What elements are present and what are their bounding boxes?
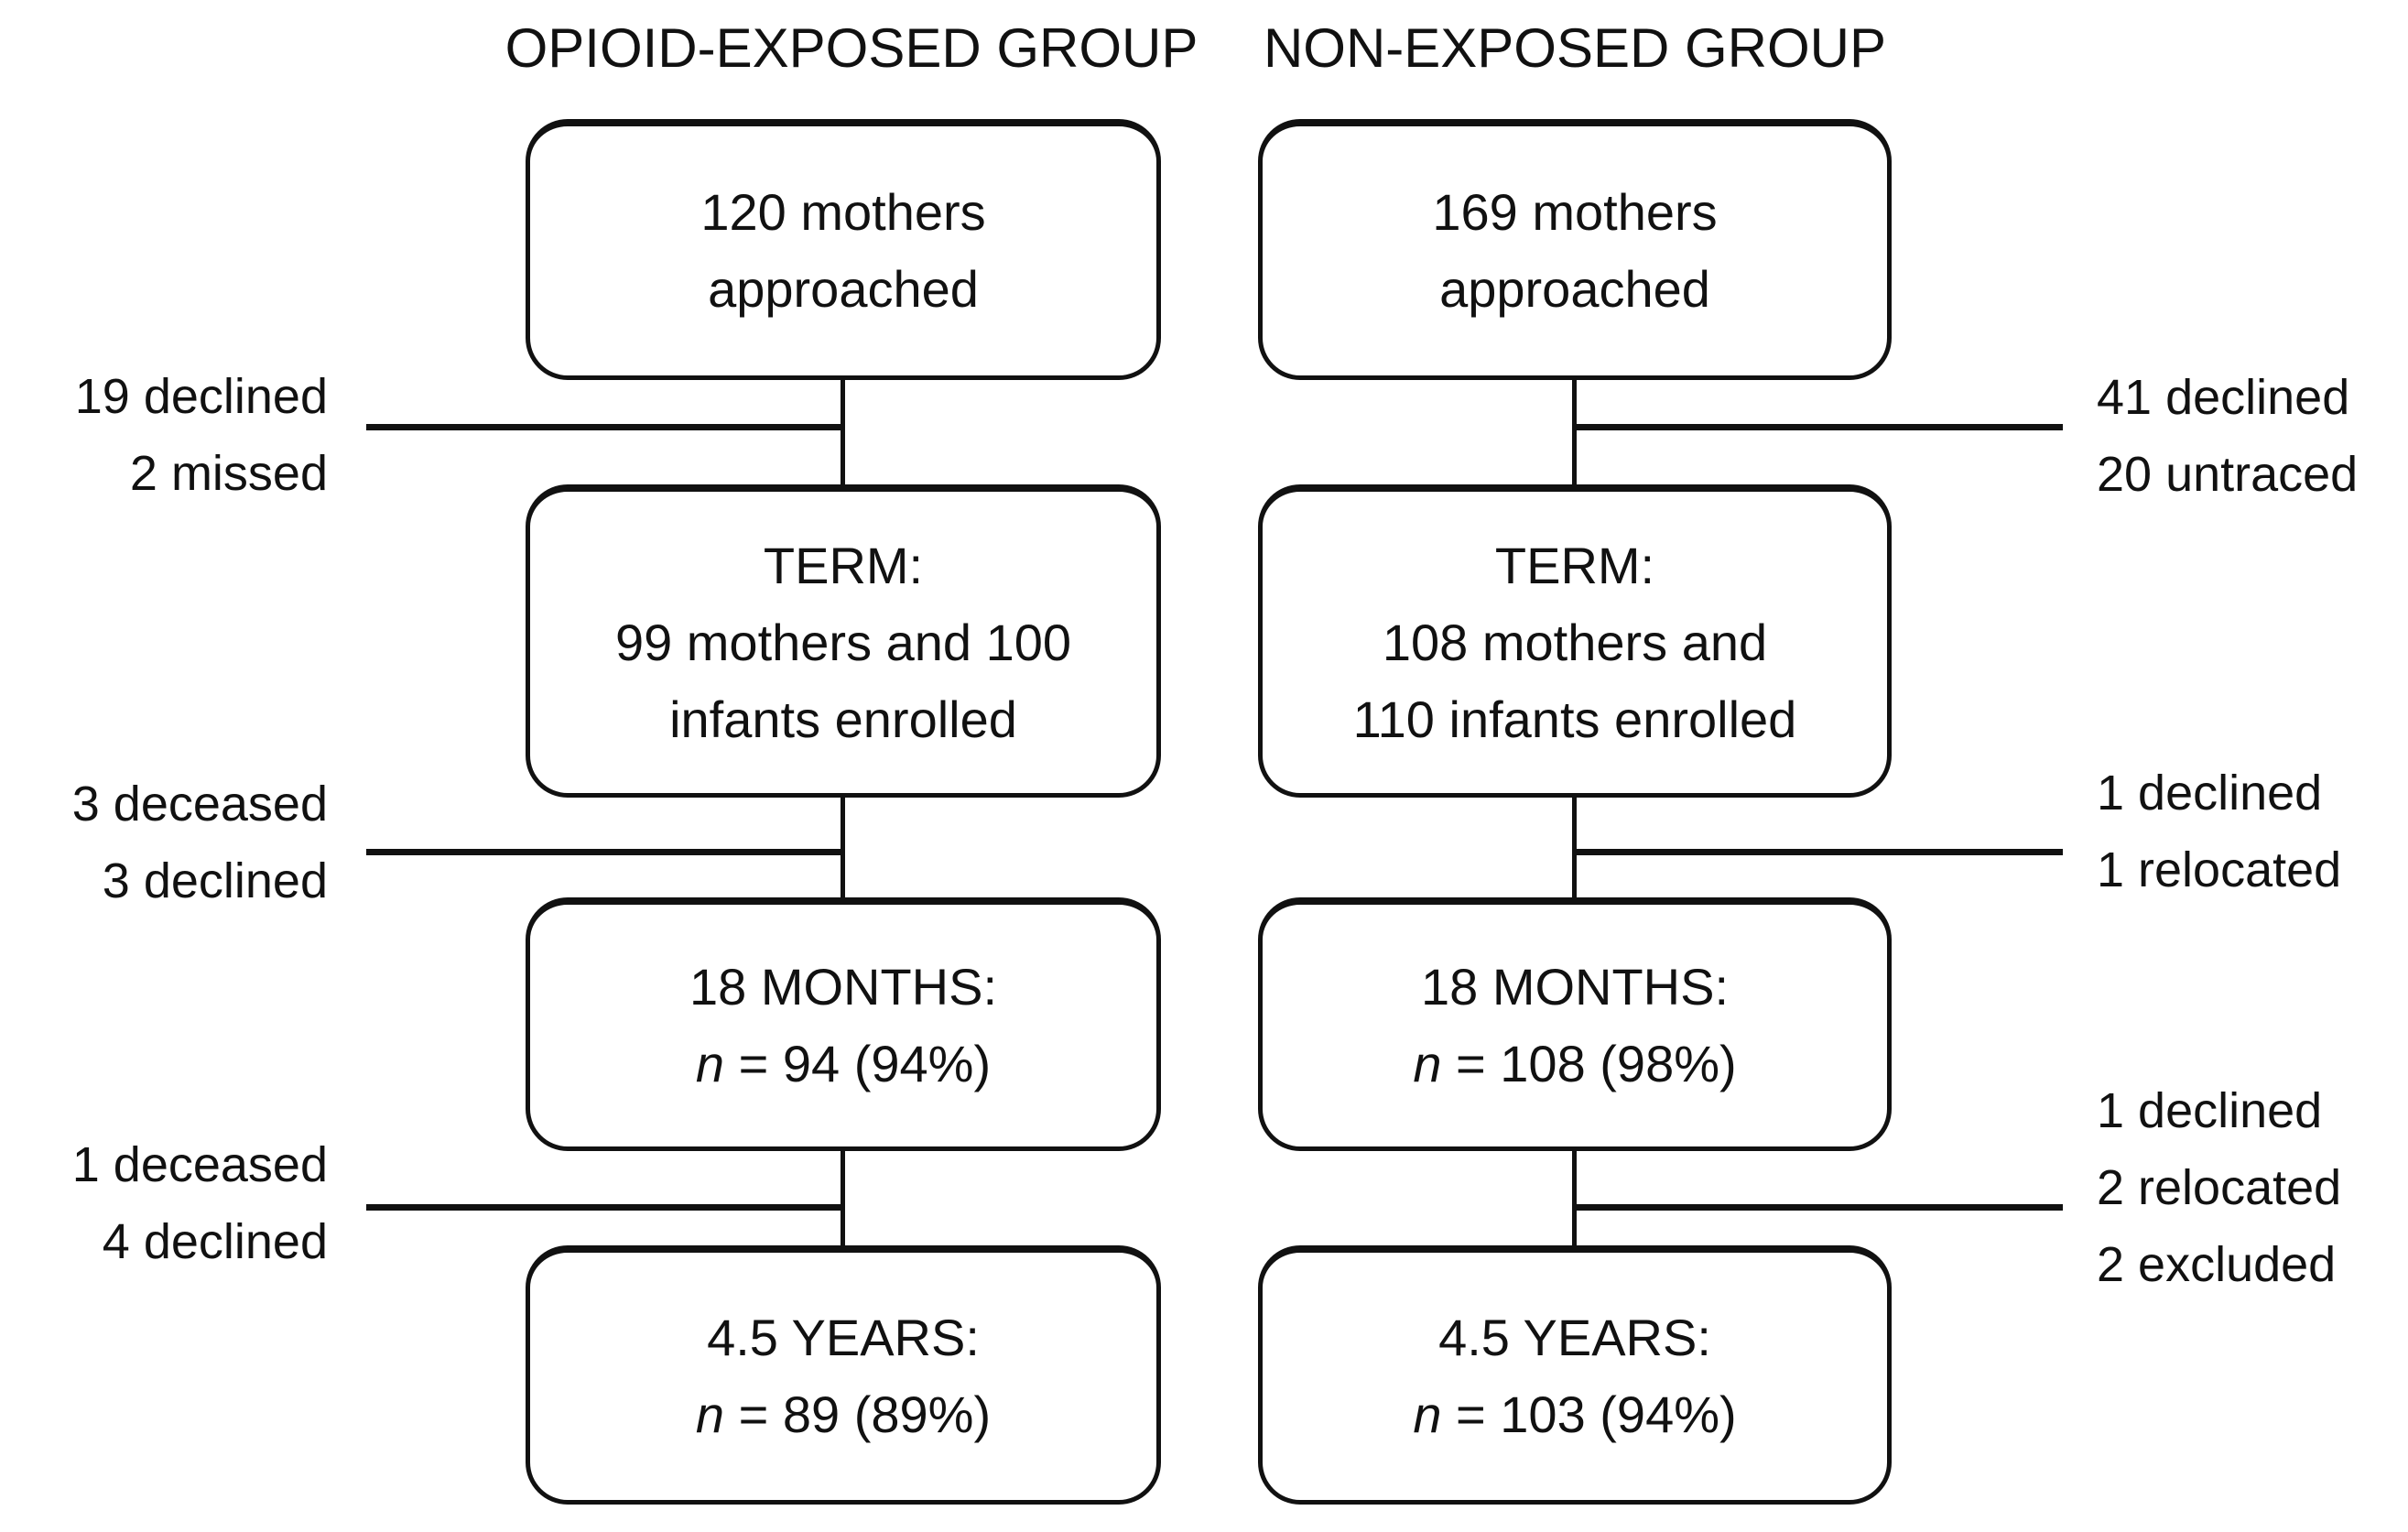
opioid-connector-3 — [841, 1148, 845, 1248]
opioid-dropout-note-1: 19 declined 2 missed — [0, 358, 328, 512]
dropout-note-line: 2 relocated — [2097, 1160, 2342, 1215]
n-symbol: n — [695, 1035, 725, 1092]
opioid-dropout-branch-1 — [366, 424, 843, 430]
box-text-line: 4.5 YEARS: — [1438, 1309, 1711, 1366]
dropout-note-line: 41 declined — [2097, 370, 2350, 425]
nonexposed-connector-1 — [1572, 377, 1577, 487]
opioid-4-5-years-box: 4.5 YEARS: n = 89 (89%) — [526, 1245, 1161, 1505]
nonexposed-dropout-branch-2 — [1575, 849, 2063, 855]
box-text-line: 4.5 YEARS: — [707, 1309, 980, 1366]
n-value: = 108 (98%) — [1441, 1035, 1737, 1092]
box-text-line: 99 mothers and 100 — [614, 613, 1072, 671]
dropout-note-line: 2 excluded — [2097, 1237, 2337, 1292]
nonexposed-connector-3 — [1572, 1148, 1577, 1248]
dropout-note-line: 3 deceased — [71, 777, 328, 831]
box-text-line: infants enrolled — [669, 690, 1017, 748]
nonexposed-approached-box: 169 mothers approached — [1258, 119, 1892, 380]
nonexposed-connector-2 — [1572, 795, 1577, 900]
box-text-line: 169 mothers — [1432, 183, 1718, 241]
box-text-line: approached — [1439, 260, 1710, 318]
nonexposed-term-box: TERM: 108 mothers and 110 infants enroll… — [1258, 484, 1892, 798]
opioid-dropout-branch-2 — [366, 849, 843, 855]
opioid-18-months-box: 18 MONTHS: n = 94 (94%) — [526, 897, 1161, 1151]
dropout-note-line: 4 declined — [102, 1214, 328, 1269]
box-text-line: n = 108 (98%) — [1413, 1026, 1736, 1103]
opioid-dropout-note-2: 3 deceased 3 declined — [0, 766, 328, 919]
box-text-line: 110 infants enrolled — [1352, 690, 1797, 748]
opioid-dropout-note-3: 1 deceased 4 declined — [0, 1126, 328, 1280]
box-text-line: TERM: — [1494, 536, 1655, 594]
opioid-dropout-branch-3 — [366, 1204, 843, 1211]
opioid-connector-1 — [841, 377, 845, 487]
dropout-note-line: 1 declined — [2097, 1083, 2323, 1138]
box-text-line: n = 94 (94%) — [696, 1026, 991, 1103]
n-value: = 89 (89%) — [724, 1385, 992, 1443]
n-value: = 103 (94%) — [1441, 1385, 1737, 1443]
dropout-note-line: 1 deceased — [71, 1137, 328, 1192]
nonexposed-dropout-note-1: 41 declined 20 untraced — [2097, 359, 2408, 513]
box-text-line: 18 MONTHS: — [1420, 958, 1730, 1016]
box-text-line: 120 mothers — [700, 183, 986, 241]
box-text-line: TERM: — [763, 536, 924, 594]
dropout-note-line: 19 declined — [74, 369, 328, 424]
n-symbol: n — [695, 1385, 725, 1443]
box-text-line: n = 103 (94%) — [1413, 1376, 1736, 1453]
box-text-line: approached — [708, 260, 979, 318]
nonexposed-dropout-branch-3 — [1575, 1204, 2063, 1211]
nonexposed-18-months-box: 18 MONTHS: n = 108 (98%) — [1258, 897, 1892, 1151]
nonexposed-4-5-years-box: 4.5 YEARS: n = 103 (94%) — [1258, 1245, 1892, 1505]
opioid-approached-box: 120 mothers approached — [526, 119, 1161, 380]
dropout-note-line: 20 untraced — [2097, 447, 2359, 502]
nonexposed-dropout-note-3: 1 declined 2 relocated 2 excluded — [2097, 1072, 2408, 1303]
nonexposed-dropout-branch-1 — [1575, 424, 2063, 430]
n-symbol: n — [1413, 1035, 1442, 1092]
n-symbol: n — [1413, 1385, 1442, 1443]
dropout-note-line: 1 declined — [2097, 766, 2323, 820]
dropout-note-line: 2 missed — [129, 446, 328, 501]
dropout-note-line: 1 relocated — [2097, 842, 2342, 897]
nonexposed-dropout-note-2: 1 declined 1 relocated — [2097, 755, 2408, 908]
opioid-connector-2 — [841, 795, 845, 900]
opioid-group-header: OPIOID-EXPOSED GROUP — [504, 17, 1199, 79]
non-exposed-group-header: NON-EXPOSED GROUP — [1263, 17, 1887, 79]
dropout-note-line: 3 declined — [102, 853, 328, 908]
n-value: = 94 (94%) — [724, 1035, 992, 1092]
box-text-line: n = 89 (89%) — [696, 1376, 991, 1453]
box-text-line: 108 mothers and — [1382, 613, 1768, 671]
opioid-term-box: TERM: 99 mothers and 100 infants enrolle… — [526, 484, 1161, 798]
box-text-line: 18 MONTHS: — [689, 958, 998, 1016]
